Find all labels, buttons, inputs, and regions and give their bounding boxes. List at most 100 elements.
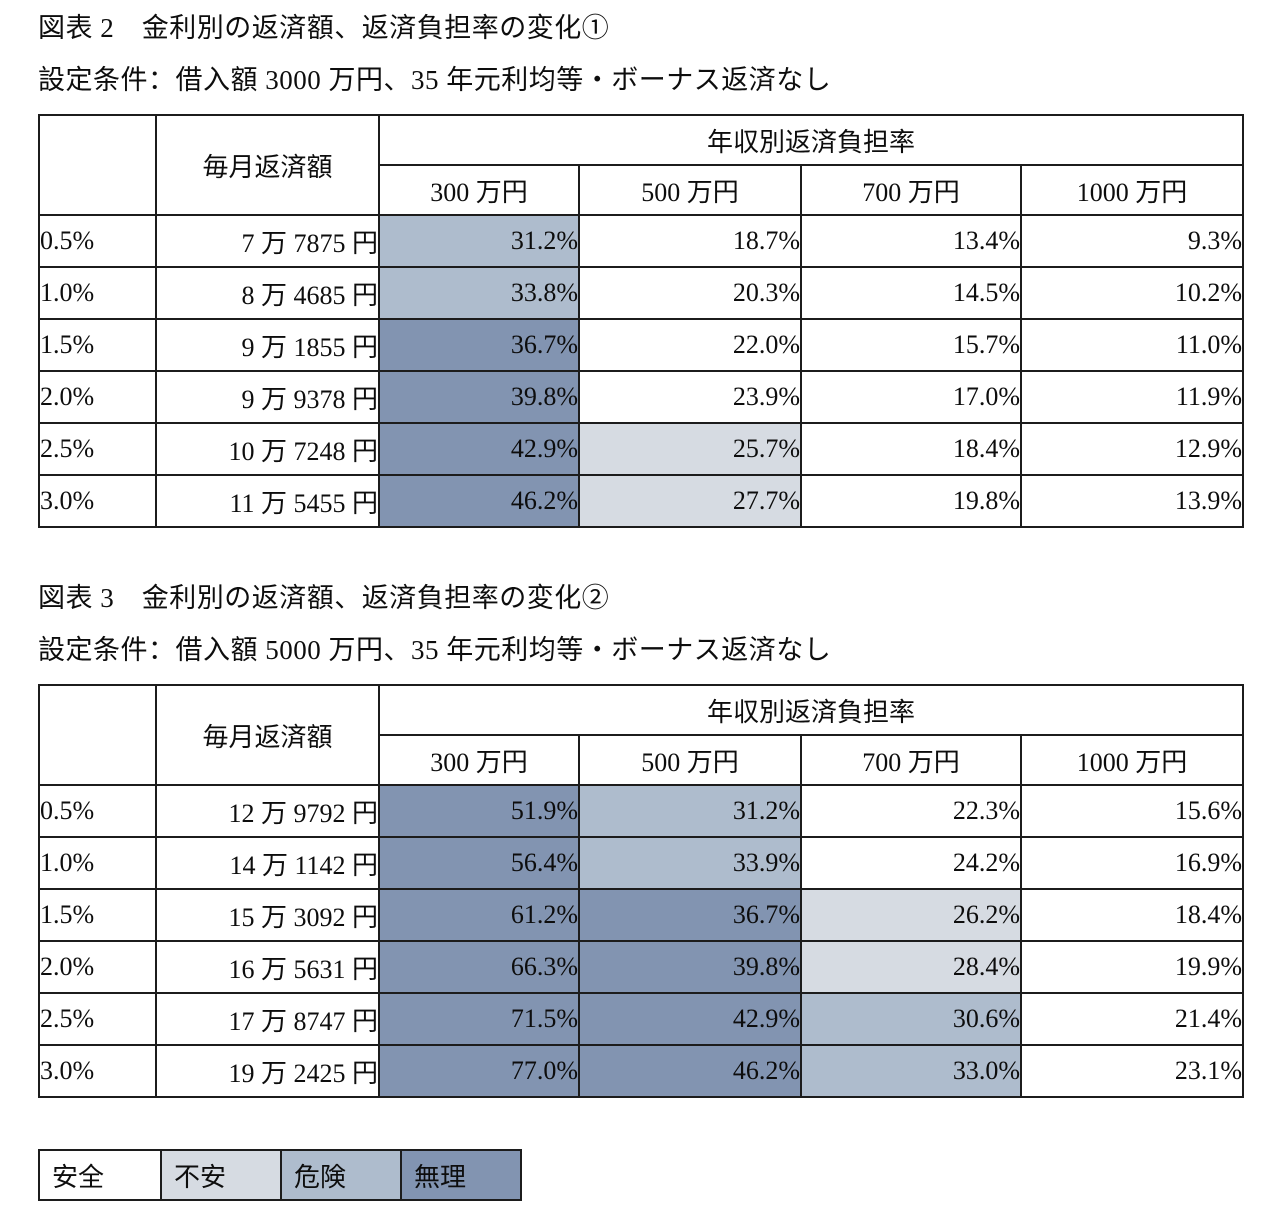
burden-cell-300: 33.8%	[378, 266, 580, 320]
table-row: 1.0% 14 万 1142 円 56.4% 33.9% 24.2% 16.9%	[38, 836, 1245, 890]
burden-by-income-header: 年収別返済負担率	[377, 684, 1245, 736]
burden-cell-500: 25.7%	[578, 422, 802, 476]
interest-rate-cell: 3.0%	[38, 474, 157, 528]
burden-cell-700: 22.3%	[800, 784, 1022, 838]
income-300-header: 300 万円	[378, 734, 580, 786]
interest-rate-cell: 3.0%	[38, 1044, 157, 1098]
income-700-header: 700 万円	[800, 164, 1022, 216]
table-row: 1.5% 9 万 1855 円 36.7% 22.0% 15.7% 11.0%	[38, 318, 1245, 372]
table-row: 0.5% 12 万 9792 円 51.9% 31.2% 22.3% 15.6%	[38, 784, 1245, 838]
monthly-payment-header: 毎月返済額	[155, 114, 380, 216]
burden-cell-700: 13.4%	[800, 214, 1022, 268]
burden-cell-500: 39.8%	[578, 940, 802, 994]
monthly-payment-cell: 12 万 9792 円	[155, 784, 380, 838]
burden-cell-700: 33.0%	[800, 1044, 1022, 1098]
interest-rate-cell: 2.0%	[38, 940, 157, 994]
interest-rate-cell: 1.0%	[38, 836, 157, 890]
burden-cell-300: 46.2%	[378, 474, 580, 528]
risk-legend: 安全 不安 危険 無理	[38, 1149, 522, 1201]
burden-cell-1000: 21.4%	[1019, 992, 1245, 1046]
burden-cell-300: 71.5%	[378, 992, 580, 1046]
corner-cell	[38, 684, 157, 786]
burden-cell-300: 42.9%	[378, 422, 580, 476]
monthly-payment-cell: 7 万 7875 円	[155, 214, 380, 268]
monthly-payment-header: 毎月返済額	[155, 684, 380, 786]
corner-cell	[38, 114, 157, 216]
income-500-header: 500 万円	[578, 164, 802, 216]
burden-cell-300: 39.8%	[378, 370, 580, 424]
burden-cell-500: 27.7%	[578, 474, 802, 528]
interest-rate-cell: 0.5%	[38, 784, 157, 838]
burden-cell-300: 66.3%	[378, 940, 580, 994]
monthly-payment-cell: 11 万 5455 円	[155, 474, 380, 528]
burden-cell-500: 18.7%	[578, 214, 802, 268]
table-row: 2.5% 10 万 7248 円 42.9% 25.7% 18.4% 12.9%	[38, 422, 1245, 476]
income-300-header: 300 万円	[378, 164, 580, 216]
burden-cell-500: 22.0%	[578, 318, 802, 372]
interest-rate-cell: 2.5%	[38, 992, 157, 1046]
burden-cell-700: 18.4%	[800, 422, 1022, 476]
burden-cell-1000: 11.0%	[1019, 318, 1245, 372]
burden-cell-1000: 16.9%	[1019, 836, 1245, 890]
burden-cell-300: 51.9%	[378, 784, 580, 838]
burden-cell-300: 31.2%	[378, 214, 580, 268]
legend-item-worry: 不安	[160, 1151, 280, 1199]
figure3-condition: 設定条件：借入額 5000 万円、35 年元利均等・ボーナス返済なし	[38, 635, 832, 665]
burden-cell-500: 20.3%	[578, 266, 802, 320]
burden-cell-500: 46.2%	[578, 1044, 802, 1098]
burden-cell-1000: 10.2%	[1019, 266, 1245, 320]
burden-cell-700: 15.7%	[800, 318, 1022, 372]
table-row: 2.5% 17 万 8747 円 71.5% 42.9% 30.6% 21.4%	[38, 992, 1245, 1046]
figure2-section: 図表 2 金利別の返済額、返済負担率の変化① 設定条件：借入額 3000 万円、…	[38, 8, 1245, 528]
legend-item-danger: 危険	[280, 1151, 400, 1199]
burden-cell-700: 17.0%	[800, 370, 1022, 424]
burden-cell-1000: 11.9%	[1019, 370, 1245, 424]
monthly-payment-cell: 8 万 4685 円	[155, 266, 380, 320]
burden-cell-700: 24.2%	[800, 836, 1022, 890]
burden-cell-1000: 9.3%	[1019, 214, 1245, 268]
repayment-table-5000: 毎月返済額 年収別返済負担率 300 万円 500 万円 700 万円 1000…	[38, 684, 1245, 1098]
table-row: 0.5% 7 万 7875 円 31.2% 18.7% 13.4% 9.3%	[38, 214, 1245, 268]
interest-rate-cell: 2.0%	[38, 370, 157, 424]
burden-cell-1000: 23.1%	[1019, 1044, 1245, 1098]
figure2-title: 図表 2 金利別の返済額、返済負担率の変化①	[38, 13, 610, 43]
burden-cell-300: 61.2%	[378, 888, 580, 942]
burden-cell-500: 36.7%	[578, 888, 802, 942]
legend-item-safe: 安全	[40, 1151, 160, 1199]
burden-cell-300: 56.4%	[378, 836, 580, 890]
burden-cell-500: 33.9%	[578, 836, 802, 890]
repayment-table-3000: 毎月返済額 年収別返済負担率 300 万円 500 万円 700 万円 1000…	[38, 114, 1245, 528]
monthly-payment-cell: 17 万 8747 円	[155, 992, 380, 1046]
burden-cell-1000: 18.4%	[1019, 888, 1245, 942]
monthly-payment-cell: 9 万 1855 円	[155, 318, 380, 372]
figure3-section: 図表 3 金利別の返済額、返済負担率の変化② 設定条件：借入額 5000 万円、…	[38, 578, 1245, 1098]
monthly-payment-cell: 14 万 1142 円	[155, 836, 380, 890]
burden-cell-700: 19.8%	[800, 474, 1022, 528]
table-row: 2.0% 9 万 9378 円 39.8% 23.9% 17.0% 11.9%	[38, 370, 1245, 424]
table-row: 2.0% 16 万 5631 円 66.3% 39.8% 28.4% 19.9%	[38, 940, 1245, 994]
table-row: 1.5% 15 万 3092 円 61.2% 36.7% 26.2% 18.4%	[38, 888, 1245, 942]
burden-cell-500: 42.9%	[578, 992, 802, 1046]
figure3-title: 図表 3 金利別の返済額、返済負担率の変化②	[38, 583, 610, 613]
burden-cell-700: 28.4%	[800, 940, 1022, 994]
burden-cell-1000: 13.9%	[1019, 474, 1245, 528]
income-1000-header: 1000 万円	[1019, 164, 1245, 216]
monthly-payment-cell: 16 万 5631 円	[155, 940, 380, 994]
burden-cell-300: 36.7%	[378, 318, 580, 372]
burden-cell-1000: 15.6%	[1019, 784, 1245, 838]
burden-cell-700: 30.6%	[800, 992, 1022, 1046]
burden-cell-1000: 12.9%	[1019, 422, 1245, 476]
monthly-payment-cell: 15 万 3092 円	[155, 888, 380, 942]
interest-rate-cell: 1.5%	[38, 888, 157, 942]
interest-rate-cell: 1.5%	[38, 318, 157, 372]
interest-rate-cell: 0.5%	[38, 214, 157, 268]
burden-cell-700: 14.5%	[800, 266, 1022, 320]
interest-rate-cell: 2.5%	[38, 422, 157, 476]
income-700-header: 700 万円	[800, 734, 1022, 786]
interest-rate-cell: 1.0%	[38, 266, 157, 320]
monthly-payment-cell: 9 万 9378 円	[155, 370, 380, 424]
income-1000-header: 1000 万円	[1019, 734, 1245, 786]
burden-by-income-header: 年収別返済負担率	[377, 114, 1245, 166]
legend-item-impossible: 無理	[400, 1151, 520, 1199]
